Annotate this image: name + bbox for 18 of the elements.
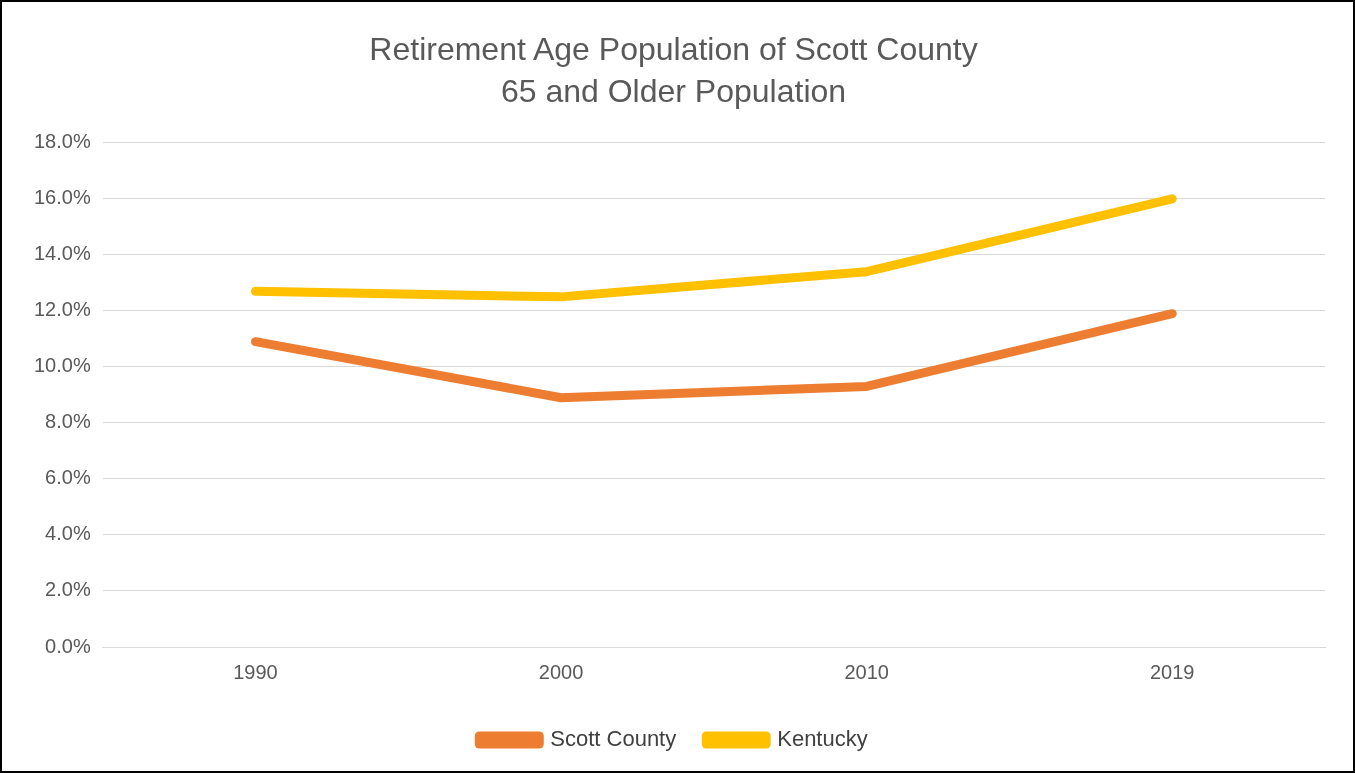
y-tick-label: 14.0% <box>33 242 91 265</box>
y-tick-label: 16.0% <box>33 186 91 209</box>
y-tick-label: 10.0% <box>33 354 91 377</box>
x-tick-label: 1990 <box>233 660 278 683</box>
y-tick-label: 18.0% <box>33 130 91 153</box>
chart-subtitle: 65 and Older Population <box>500 73 847 110</box>
x-tick-label: 2010 <box>844 660 889 683</box>
chart-title: Retirement Age Population of Scott County <box>369 31 978 68</box>
legend-label: Kentucky <box>777 726 868 752</box>
y-tick-label: 2.0% <box>45 578 91 601</box>
x-tick-label: 2019 <box>1149 660 1195 683</box>
y-tick-label: 4.0% <box>45 522 91 545</box>
x-tick-label: 2000 <box>538 660 584 683</box>
legend-label: Scott County <box>550 726 677 752</box>
y-tick-label: 12.0% <box>33 298 91 321</box>
y-tick-label: 8.0% <box>45 410 91 433</box>
y-tick-label: 6.0% <box>45 466 91 489</box>
y-tick-label: 0.0% <box>45 634 91 657</box>
